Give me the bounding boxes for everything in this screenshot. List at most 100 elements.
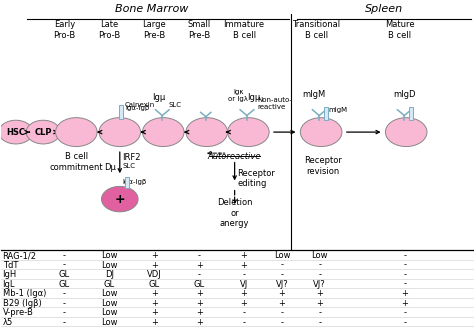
Text: -: - [63,308,66,317]
Text: Bone Marrow: Bone Marrow [115,4,189,14]
Text: -: - [403,308,406,317]
Text: -: - [243,270,246,279]
Text: -: - [63,299,66,308]
Text: Spleen: Spleen [365,4,402,14]
Text: -: - [403,251,406,260]
Text: +: + [241,299,247,308]
Text: SLC: SLC [169,102,182,109]
Text: +: + [151,318,158,327]
Text: Calnexin: Calnexin [125,102,155,108]
Text: VJ?: VJ? [313,280,326,289]
Text: +: + [316,289,323,298]
Text: RAG-1/2: RAG-1/2 [2,251,36,260]
Text: +: + [278,289,285,298]
Circle shape [385,117,427,147]
Text: -: - [318,308,321,317]
Text: GL: GL [59,270,70,279]
Text: -: - [403,280,406,289]
Text: Igμ: Igμ [247,93,261,102]
Circle shape [101,186,138,212]
Text: Dμ: Dμ [105,163,117,172]
Text: VDJ: VDJ [147,270,162,279]
Text: +: + [241,261,247,270]
Text: Late
Pro-B: Late Pro-B [98,20,120,40]
Text: Small
Pre-B: Small Pre-B [188,20,211,40]
Text: Low: Low [101,308,118,317]
Text: +: + [151,289,158,298]
Text: +: + [241,289,247,298]
Text: Immature
B cell: Immature B cell [224,20,264,40]
FancyBboxPatch shape [409,107,412,119]
Text: DJ: DJ [105,270,114,279]
Text: Deletion
or
anergy: Deletion or anergy [217,198,252,228]
Text: +: + [316,299,323,308]
Text: -: - [243,318,246,327]
Circle shape [186,117,228,147]
Text: -: - [318,270,321,279]
Text: +: + [151,308,158,317]
Text: -: - [63,251,66,260]
Text: Igα-Igβ: Igα-Igβ [123,179,147,185]
Text: Igκ
or Igλ: Igκ or Igλ [228,89,248,102]
Text: +: + [151,251,158,260]
Text: VJ: VJ [240,280,248,289]
Text: +: + [196,308,202,317]
Text: GL: GL [193,280,205,289]
Text: -: - [63,289,66,298]
Circle shape [0,120,33,144]
Text: IRF2: IRF2 [122,153,140,162]
Text: +: + [151,261,158,270]
Text: VJ?: VJ? [275,280,288,289]
Text: -: - [318,318,321,327]
Text: Low: Low [101,318,118,327]
Text: Mb-1 (Igα): Mb-1 (Igα) [2,289,46,298]
Text: Autoreactive: Autoreactive [208,152,261,161]
Text: -: - [403,270,406,279]
Text: -: - [318,261,321,270]
Text: -: - [281,270,283,279]
Text: Low: Low [273,251,290,260]
Circle shape [99,117,141,147]
Text: -: - [198,270,201,279]
Text: -: - [281,261,283,270]
Text: +: + [196,299,202,308]
Text: +: + [401,289,408,298]
Text: +: + [278,299,285,308]
Text: +: + [196,289,202,298]
FancyBboxPatch shape [119,106,123,119]
Text: Non-auto-
reactive: Non-auto- reactive [257,97,292,111]
Text: Early
Pro-B: Early Pro-B [54,20,76,40]
Text: IgH: IgH [2,270,17,279]
Text: -: - [281,308,283,317]
Text: +: + [196,318,202,327]
FancyBboxPatch shape [324,107,328,119]
Text: -: - [63,318,66,327]
Text: Low: Low [101,289,118,298]
Text: CLP: CLP [35,128,52,137]
Text: -: - [403,261,406,270]
Text: GL: GL [59,280,70,289]
Circle shape [55,117,97,147]
Text: +: + [151,299,158,308]
Circle shape [26,120,60,144]
Text: B cell
commitment: B cell commitment [49,152,103,172]
Text: Receptor
editing: Receptor editing [237,169,275,188]
Text: +: + [241,251,247,260]
Text: -: - [281,318,283,327]
Text: SLC: SLC [123,163,136,169]
Text: Mature
B cell: Mature B cell [385,20,415,40]
Text: +: + [196,261,202,270]
Text: -: - [198,251,201,260]
Text: Low: Low [101,299,118,308]
Text: IgL: IgL [2,280,15,289]
Text: V-pre-B: V-pre-B [2,308,34,317]
Text: -: - [63,261,66,270]
Text: Igα-Igβ: Igα-Igβ [125,105,149,111]
Text: TdT: TdT [2,261,18,270]
Text: λ5: λ5 [2,318,13,327]
Text: GL: GL [149,280,160,289]
Text: HSC: HSC [6,128,25,137]
Text: Large
Pre-B: Large Pre-B [142,20,166,40]
Text: Igμ: Igμ [152,93,165,102]
Text: Receptor
revision: Receptor revision [304,156,342,176]
